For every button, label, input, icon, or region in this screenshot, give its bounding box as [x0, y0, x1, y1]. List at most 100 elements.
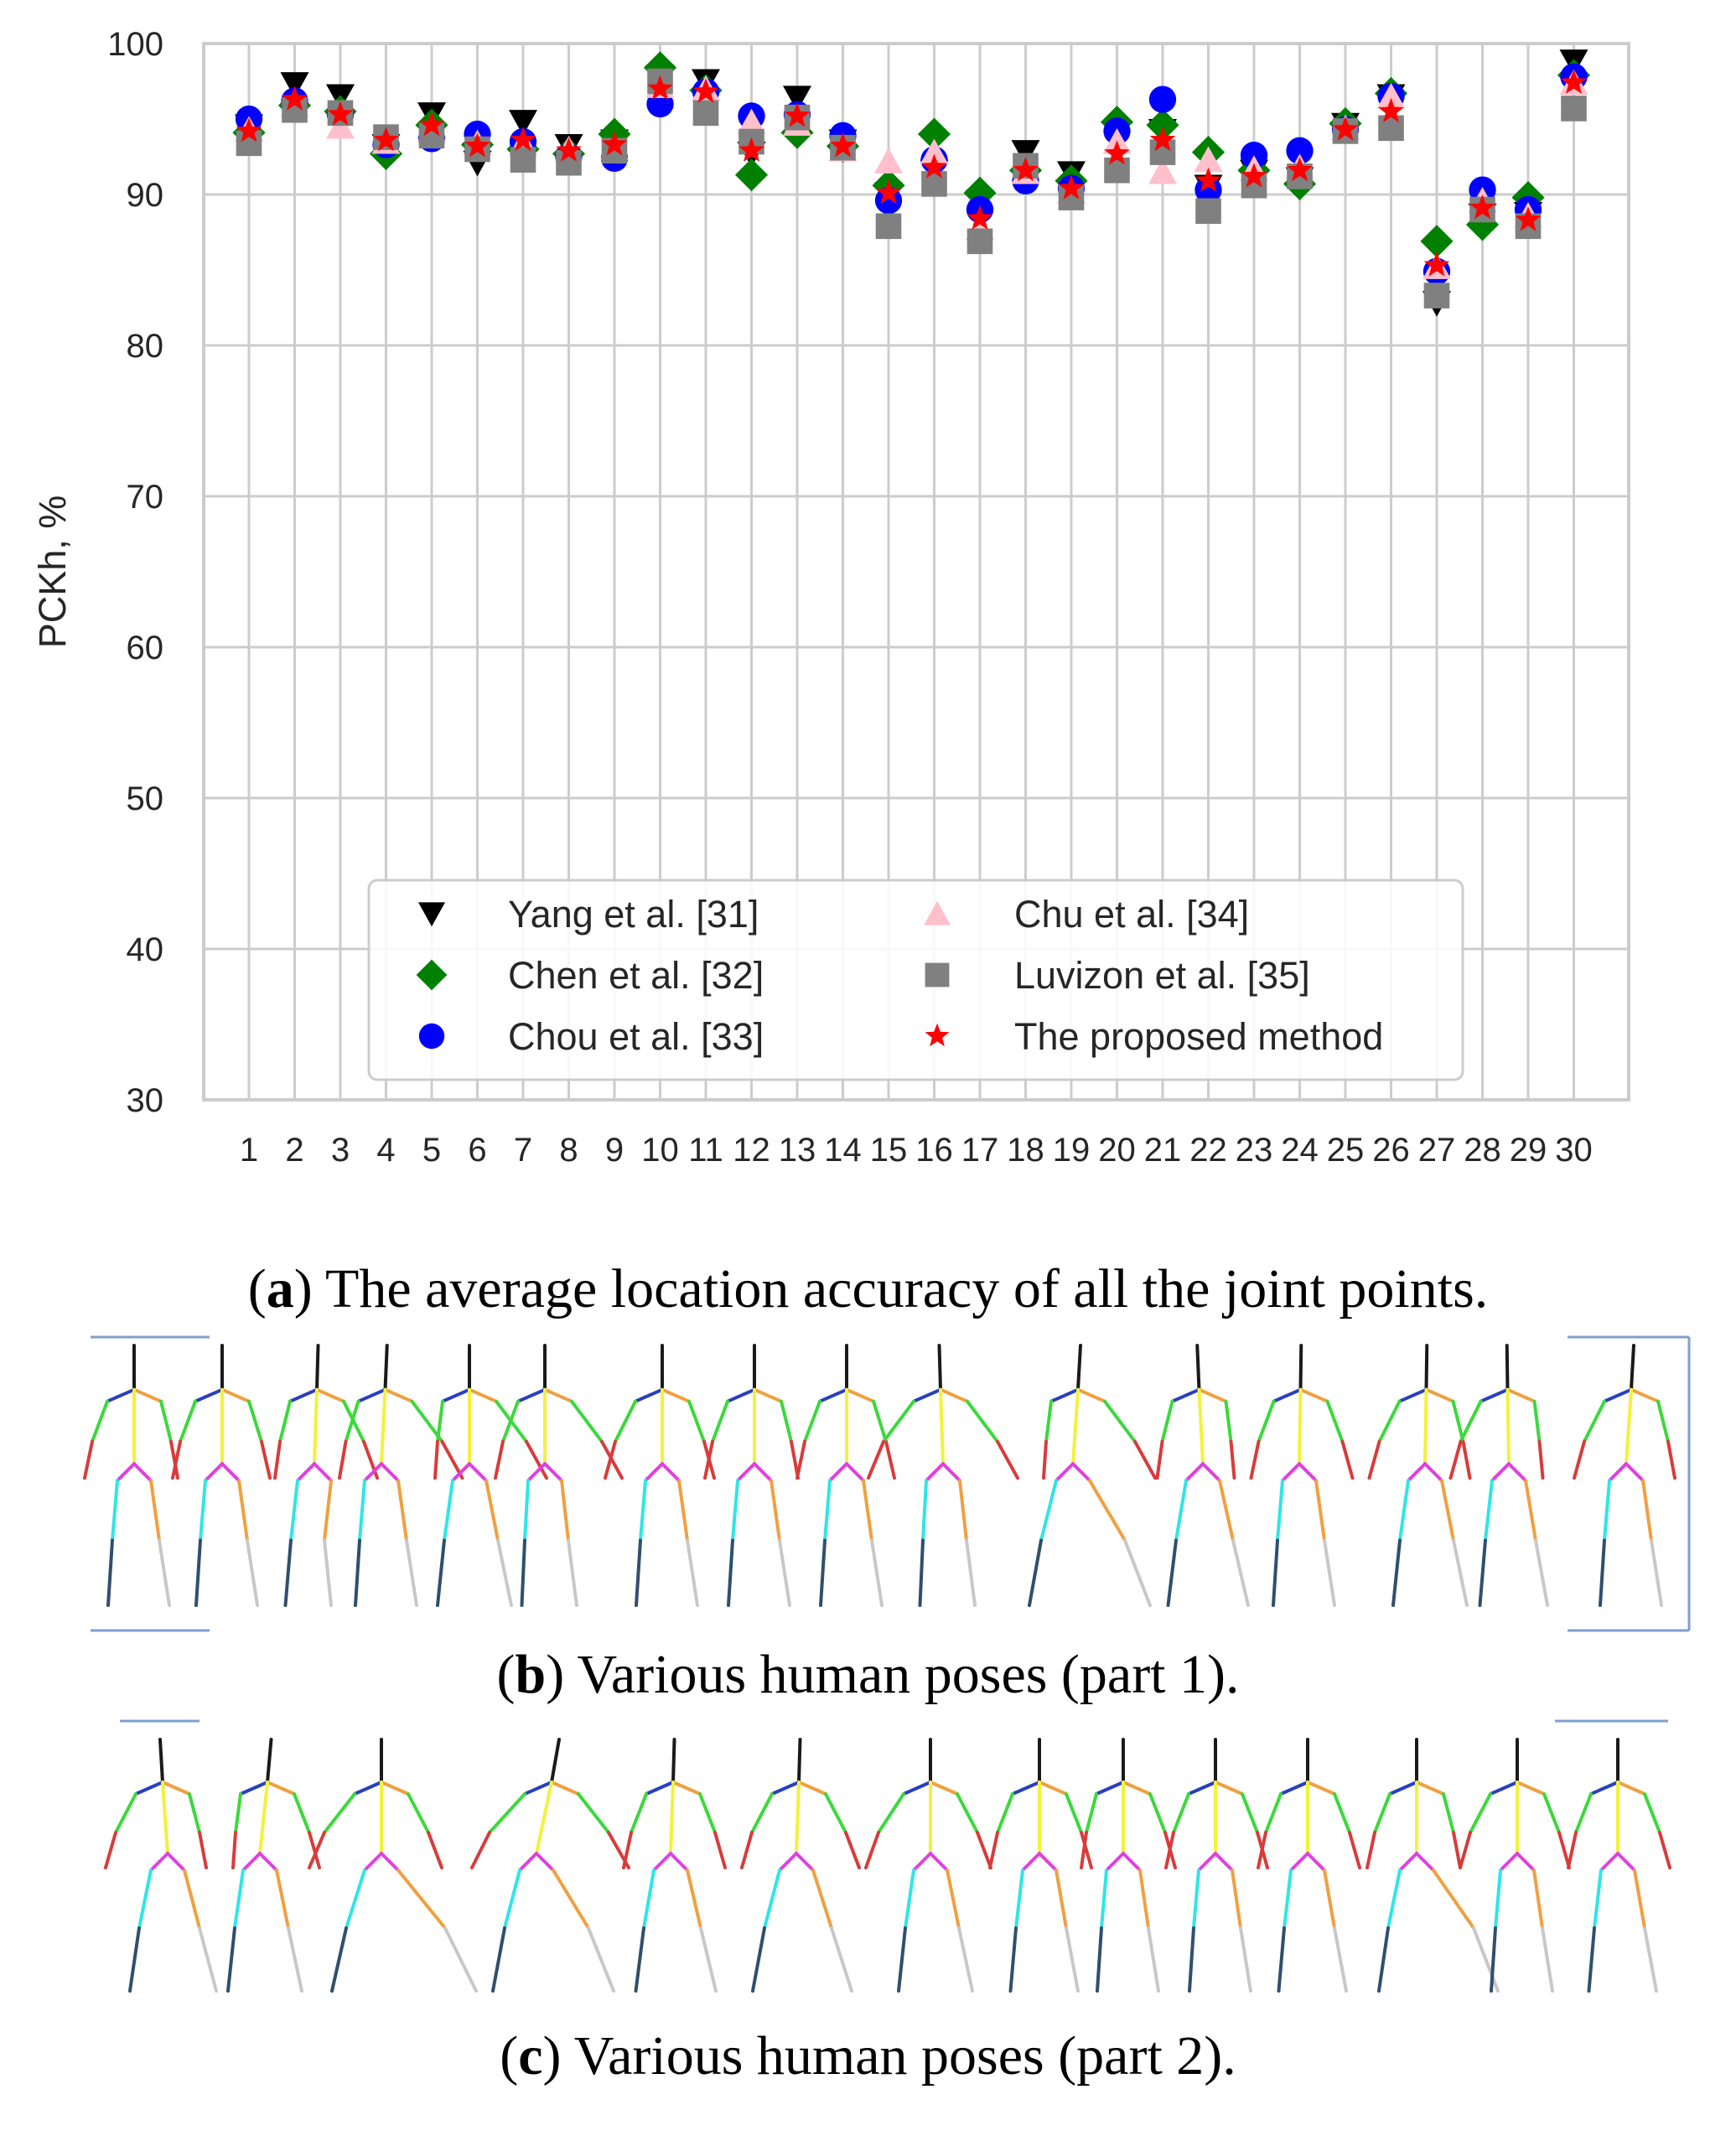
skeleton-limb	[275, 1869, 290, 1930]
skeleton-limb	[988, 1831, 999, 1869]
skeleton-limb	[778, 1538, 791, 1607]
skeleton-limb	[902, 1781, 932, 1796]
skeleton-limb	[1603, 1387, 1633, 1403]
data-point	[1148, 86, 1177, 113]
data-point	[1011, 140, 1040, 166]
skeleton-limb	[1534, 1538, 1549, 1607]
skeleton-limb	[797, 1781, 827, 1796]
skeleton-limb	[356, 1387, 387, 1403]
skeleton-limb	[1323, 1869, 1336, 1930]
data-point	[510, 147, 536, 173]
skeleton-limb	[308, 1831, 321, 1869]
skeleton-limb	[468, 1462, 488, 1483]
skeleton-limb	[116, 1462, 136, 1483]
skeleton-limb	[1011, 1781, 1041, 1796]
skeleton-limb	[958, 1479, 968, 1542]
y-tick-label: 70	[127, 479, 164, 516]
legend-label: Yang et al. [31]	[508, 893, 759, 936]
pose-skeleton	[703, 1344, 800, 1607]
skeleton-limb	[1147, 1926, 1160, 1993]
skeleton-limb	[1174, 1479, 1188, 1542]
skeleton-limb	[289, 1479, 299, 1542]
pose-skeleton	[1249, 1344, 1355, 1607]
skeleton-limb	[183, 1869, 201, 1930]
skeleton-limb	[241, 1852, 262, 1872]
skeleton-limb	[862, 1479, 873, 1542]
data-point	[326, 112, 355, 139]
skeleton-limb	[198, 1831, 208, 1869]
skeleton-limb	[803, 1399, 821, 1444]
skeleton-limb	[828, 1462, 848, 1483]
skeleton-limb	[1096, 1926, 1103, 1993]
skeleton-limb	[726, 1387, 756, 1403]
skeleton-limb	[1442, 1792, 1455, 1834]
skeleton-limb	[1088, 1479, 1127, 1542]
skeleton-limb	[407, 1792, 430, 1834]
skeleton-limb	[713, 1831, 727, 1869]
skeleton-limb	[199, 1479, 207, 1542]
pose-skeleton	[1459, 1738, 1571, 1993]
skeleton-limb	[1184, 1462, 1205, 1483]
skeleton-limb	[823, 1479, 832, 1542]
skeleton-limb	[1257, 1831, 1267, 1869]
skeleton-limb	[1459, 1399, 1483, 1444]
skeleton-limb	[703, 1439, 714, 1480]
y-tick-label: 60	[127, 630, 164, 666]
skeleton-limb	[111, 1479, 119, 1542]
skeleton-limb	[819, 1538, 827, 1607]
skeleton-limb	[234, 1792, 242, 1834]
x-tick-label: 30	[1555, 1132, 1593, 1169]
pose-skeleton	[1155, 1344, 1250, 1607]
data-point	[1515, 206, 1542, 231]
skeleton-limb	[845, 1462, 865, 1483]
pose-skeleton	[604, 1344, 716, 1607]
skeleton-limb	[220, 1462, 241, 1483]
y-tick-label: 40	[127, 931, 164, 968]
legend-label: The proposed method	[1014, 1015, 1383, 1058]
x-tick-label: 27	[1418, 1132, 1456, 1169]
caption-c: (c) Various human poses (part 2).	[500, 2025, 1236, 2087]
skeleton-limb	[161, 1781, 191, 1796]
skeleton-limb	[1388, 1781, 1418, 1796]
skeleton-limb	[1489, 1781, 1519, 1796]
skeleton-limb	[1532, 1869, 1544, 1930]
pose-skeleton	[1573, 1344, 1676, 1607]
skeleton-limb	[1065, 1926, 1080, 1993]
skeleton-limb	[330, 1926, 348, 1993]
skeleton-limb	[844, 1831, 861, 1869]
skeleton-limb	[1021, 1852, 1041, 1872]
legend-marker	[925, 962, 950, 988]
skeleton-limb	[104, 1831, 117, 1869]
skeleton-limb	[239, 1781, 269, 1796]
skeleton-limb	[1281, 1462, 1301, 1483]
legend-marker	[925, 1023, 950, 1047]
skeleton-limb	[1133, 1439, 1157, 1480]
skeleton-limb	[1160, 1399, 1174, 1444]
skeleton-limb	[1055, 1462, 1075, 1483]
y-tick-label: 100	[107, 26, 163, 63]
skeleton-limb	[867, 1439, 885, 1480]
skeleton-limb	[258, 1781, 269, 1855]
skeleton-limb	[1377, 1399, 1402, 1444]
skeleton-limb	[188, 1792, 201, 1834]
skeleton-limb	[1643, 1792, 1661, 1834]
skeleton-limb	[957, 1926, 974, 1993]
skeleton-limb	[1625, 1387, 1633, 1466]
skeleton-limb	[436, 1399, 444, 1444]
x-tick-label: 21	[1144, 1132, 1182, 1169]
skeleton-limb	[1516, 1852, 1536, 1872]
skeleton-limb	[169, 1439, 179, 1480]
skeleton-limb	[630, 1792, 648, 1834]
skeleton-limb	[246, 1538, 259, 1607]
skeleton-limb	[363, 1852, 383, 1872]
skeleton-limb	[1014, 1869, 1024, 1930]
skeleton-limb	[323, 1479, 333, 1542]
skeleton-limb	[552, 1869, 590, 1930]
skeleton-limb	[1532, 1399, 1542, 1444]
pose-skeleton	[433, 1344, 548, 1607]
skeleton-limb	[258, 1852, 278, 1872]
skeleton-limb	[83, 1439, 94, 1480]
data-point	[556, 137, 582, 162]
x-tick-label: 4	[376, 1132, 395, 1169]
data-point	[737, 108, 766, 135]
